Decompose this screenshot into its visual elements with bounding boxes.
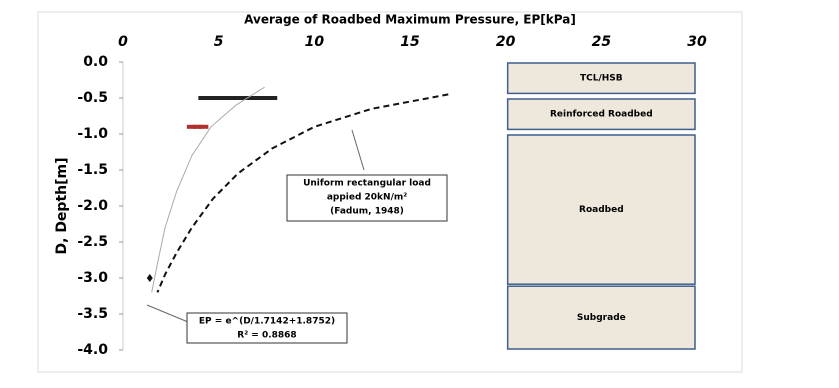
- data-point: [251, 96, 262, 100]
- x-tick-label: 20: [496, 34, 516, 50]
- soil-layer-label: Reinforced Roadbed: [550, 110, 653, 120]
- soil-layer-label: Roadbed: [579, 205, 624, 215]
- data-point: [213, 96, 224, 100]
- y-tick-label: 0.0: [83, 54, 108, 70]
- data-point: [267, 96, 278, 100]
- annotation-text: appied 20kN/m²: [327, 193, 407, 203]
- y-tick-label: -3.0: [77, 270, 108, 286]
- annotation-box: [286, 174, 448, 222]
- x-tick-label: 25: [592, 34, 612, 50]
- y-axis-label: D, Depth[m]: [54, 158, 70, 255]
- annotation-arrow: [351, 129, 365, 171]
- data-point: [186, 124, 197, 129]
- fadum-curve: [156, 93, 449, 293]
- y-tick-label: -2.0: [77, 198, 108, 214]
- soil-layer: [506, 285, 696, 350]
- y-tick-label: -0.5: [77, 90, 108, 106]
- data-point: [259, 96, 270, 100]
- y-tick-label: -1.0: [77, 126, 108, 142]
- annotation-arrow: [146, 304, 189, 323]
- data-point: [192, 124, 203, 129]
- data-point: [198, 124, 209, 129]
- soil-layer-label: Subgrade: [577, 313, 626, 323]
- y-tick-label: -3.5: [77, 306, 108, 322]
- annotation-text: (Fadum, 1948): [330, 207, 404, 217]
- soil-layer-label: TCL/HSB: [580, 74, 623, 84]
- x-tick-label: 5: [214, 34, 224, 50]
- data-point: [221, 96, 232, 100]
- data-point: [198, 96, 209, 100]
- data-point: [228, 96, 239, 100]
- soil-layer: [506, 62, 696, 95]
- x-tick-label: 0: [118, 34, 128, 50]
- x-tick-label: 10: [305, 34, 325, 50]
- data-point: [146, 274, 153, 282]
- data-point: [244, 96, 255, 100]
- x-tick-label: 30: [687, 34, 707, 50]
- annotation-text: EP = e^(D/1.7142+1.8752): [199, 317, 335, 327]
- data-point: [206, 96, 217, 100]
- annotation-text: Uniform rectangular load: [303, 179, 431, 189]
- annotation-box: [186, 312, 348, 344]
- y-tick-label: -2.5: [77, 234, 108, 250]
- trend-line: [151, 86, 265, 293]
- data-point: [236, 96, 247, 100]
- y-tick-label: -1.5: [77, 162, 108, 178]
- soil-layer: [506, 98, 696, 131]
- annotation-text: R² = 0.8868: [237, 331, 296, 341]
- soil-layer: [506, 134, 696, 285]
- x-tick-label: 15: [400, 34, 420, 50]
- y-tick-label: -4.0: [77, 342, 108, 358]
- chart-title: Average of Roadbed Maximum Pressure, EP[…: [244, 13, 576, 27]
